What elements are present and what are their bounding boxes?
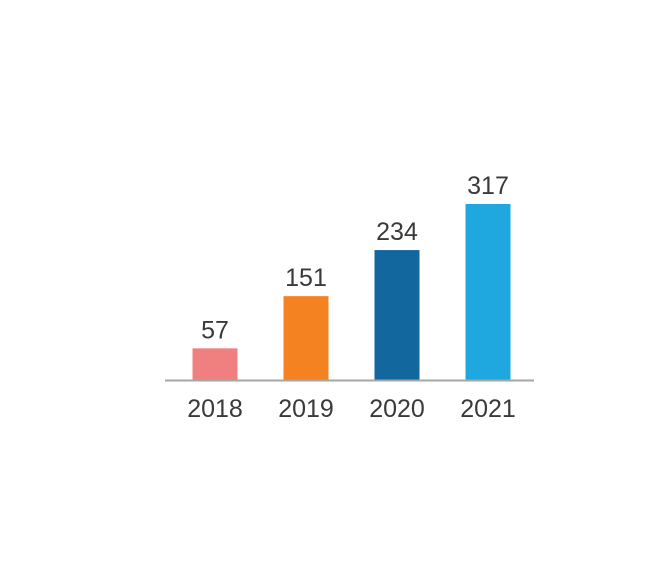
x-tick-labels-group: 2018 2019 2020 2021 — [187, 395, 516, 423]
bar-2019 — [283, 296, 329, 380]
bar-2018 — [192, 348, 238, 380]
x-tick-label-2021: 2021 — [460, 395, 516, 423]
bar-2021 — [465, 204, 511, 380]
data-label-2019: 151 — [285, 264, 327, 292]
bars-group — [192, 204, 511, 380]
data-label-2018: 57 — [201, 316, 229, 344]
data-labels-group: 57 151 234 317 — [201, 172, 509, 344]
bar-2020 — [374, 250, 420, 380]
data-label-2020: 234 — [376, 218, 418, 246]
x-tick-label-2019: 2019 — [278, 395, 334, 423]
x-tick-label-2018: 2018 — [187, 395, 243, 423]
x-tick-label-2020: 2020 — [369, 395, 425, 423]
data-label-2021: 317 — [467, 172, 509, 200]
